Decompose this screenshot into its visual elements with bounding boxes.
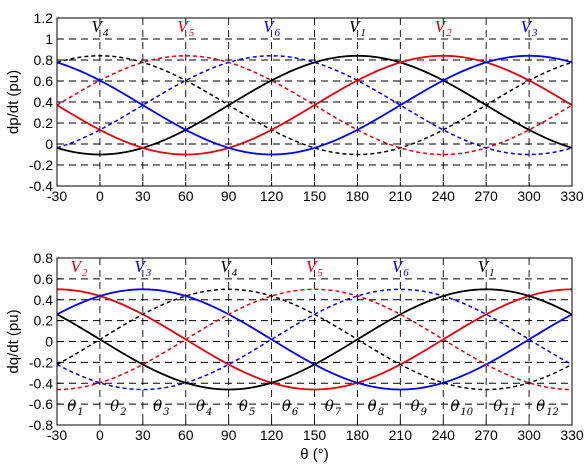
- x-tick-label: 120: [260, 427, 284, 443]
- x-tick-label: -30: [47, 427, 67, 443]
- y-tick-label: -0.4: [29, 178, 53, 194]
- vector-label-v6: V6: [392, 257, 409, 279]
- series-line-4: [56, 288, 573, 391]
- sector-label-theta8: θ8: [368, 397, 384, 418]
- x-tick-label: 210: [389, 427, 413, 443]
- x-tick-label: 90: [221, 427, 237, 443]
- vector-label-v5: V5: [177, 17, 194, 39]
- y-tick-label: -0.6: [29, 396, 53, 412]
- x-tick-label: 330: [560, 427, 584, 443]
- y-tick-label: 0.8: [34, 52, 54, 68]
- vector-label-v1: V1: [349, 17, 366, 39]
- x-tick-label: 180: [346, 188, 370, 204]
- x-tick-label: 180: [346, 427, 370, 443]
- vector-label-v2: V2: [435, 17, 452, 39]
- x-tick-label: 150: [303, 427, 327, 443]
- y-tick-label: 0.6: [34, 271, 54, 287]
- x-tick-label: 0: [96, 427, 104, 443]
- series-line-3: [56, 55, 573, 156]
- x-tick-label: 210: [389, 188, 413, 204]
- chart-dp-dt: -30 0 30 60 90 120 150 180 210 240 270 300 330 -0.4 -0…: [5, 10, 584, 204]
- x-tick-label: 30: [135, 188, 151, 204]
- y-axis-label: dq/dt (pu): [5, 309, 22, 373]
- sector-label-theta9: θ9: [411, 397, 428, 418]
- y-tick-label: 0: [45, 136, 53, 152]
- y-tick-label: 0.6: [34, 73, 54, 89]
- sector-label-theta11: θ11: [493, 397, 516, 418]
- x-tick-label: 90: [221, 188, 237, 204]
- x-tick-label: 30: [135, 427, 151, 443]
- x-axis-label: θ (°): [300, 446, 329, 463]
- y-tick-label: 0.4: [34, 94, 54, 110]
- vector-label-v3: V3: [521, 17, 538, 39]
- y-tick-label: -0.2: [29, 157, 53, 173]
- x-tick-label: 0: [96, 188, 104, 204]
- y-tick-label: 1.2: [34, 10, 54, 26]
- grid: [57, 258, 572, 425]
- x-tick-label: 300: [517, 188, 541, 204]
- x-tick-label: 60: [178, 427, 194, 443]
- vector-label-v4: V4: [91, 17, 108, 39]
- x-tick-label: 330: [560, 188, 584, 204]
- sector-label-theta6: θ6: [282, 397, 299, 418]
- sector-label-theta12: θ12: [536, 397, 559, 418]
- x-tick-label: 270: [474, 427, 498, 443]
- y-tick-label: 0.8: [34, 250, 54, 266]
- y-tick-label: 0: [45, 334, 53, 350]
- x-tick-label: 150: [303, 188, 327, 204]
- y-tick-label: 0.2: [34, 313, 54, 329]
- x-tick-label: 240: [432, 188, 456, 204]
- sector-label-theta3: θ3: [153, 397, 169, 418]
- sector-label-theta5: θ5: [239, 397, 255, 418]
- sector-label-theta1: θ1: [67, 397, 83, 418]
- vector-label-v3: V3: [134, 257, 151, 279]
- x-tick-label: 60: [178, 188, 194, 204]
- y-tick-label: 0.2: [34, 115, 54, 131]
- x-tick-label: 300: [517, 427, 541, 443]
- chart-dq-dt: -30 0 30 60 90 120 150 180 210 240 270 300 330 -0.8 -0…: [5, 250, 584, 463]
- vector-label-v1: V1: [478, 257, 495, 279]
- series-line-6: [56, 288, 573, 391]
- sector-label-theta2: θ2: [110, 397, 126, 418]
- vector-label-v5: V5: [306, 257, 323, 279]
- x-tick-label: 240: [432, 427, 456, 443]
- x-tick-label: 270: [474, 188, 498, 204]
- vector-label-v2: V2: [71, 257, 88, 279]
- series-line-6: [56, 54, 573, 156]
- y-tick-label: -0.4: [29, 375, 53, 391]
- y-tick-label: 1: [45, 31, 53, 47]
- y-tick-label: 0.4: [34, 292, 54, 308]
- x-tick-label: 120: [260, 188, 284, 204]
- sector-label-theta4: θ4: [196, 397, 212, 418]
- vector-label-v6: V6: [263, 17, 280, 39]
- y-tick-label: -0.8: [29, 417, 53, 433]
- grid: [57, 18, 572, 186]
- y-tick-label: -0.2: [29, 354, 53, 370]
- x-tick-label: -30: [47, 188, 67, 204]
- series-line-3: [56, 288, 573, 391]
- series-line-2: [56, 288, 573, 391]
- vector-label-v4: V4: [220, 257, 237, 279]
- sector-label-theta10: θ10: [450, 397, 473, 418]
- series-line-5: [56, 288, 573, 391]
- y-axis-label: dp/dt (pu): [5, 70, 22, 134]
- series-line-1: [56, 288, 573, 391]
- sector-label-theta7: θ7: [325, 397, 342, 418]
